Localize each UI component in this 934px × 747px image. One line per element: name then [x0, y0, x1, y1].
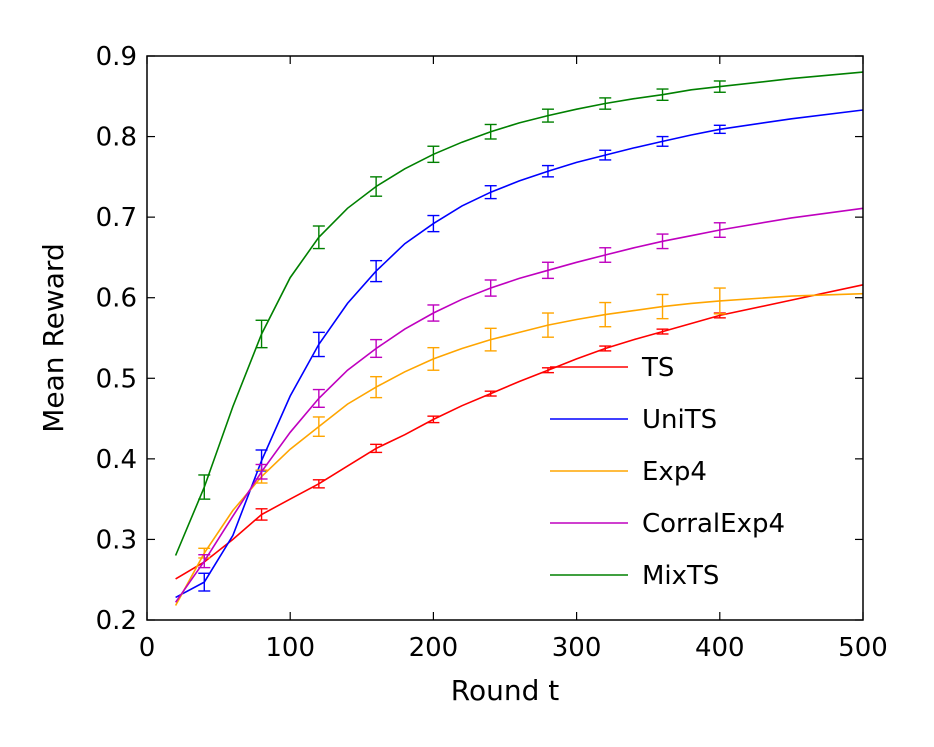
error-bar-units: [312, 331, 325, 358]
x-tick-label: 200: [409, 633, 459, 663]
error-bar-ts: [312, 479, 325, 489]
ticks-layer: 0 100 200 300 400 500 0.2 0.3 0.4 0.5 0.6 0.7 0.8 0.9: [96, 42, 888, 663]
error-bar-exp4: [541, 312, 554, 338]
error-bar-corralexp4: [255, 463, 268, 480]
legend-entry-ts: TS: [550, 353, 674, 383]
error-bar-ts: [484, 390, 497, 397]
legend-label: TS: [641, 353, 674, 383]
error-bar-mixts: [599, 97, 612, 110]
error-bar-mixts: [484, 123, 497, 140]
error-bar-ts: [255, 508, 268, 521]
y-tick-label: 0.7: [96, 203, 137, 233]
series-line-units: [175, 109, 864, 599]
error-bar-exp4: [427, 346, 440, 371]
series-layer: [174, 71, 864, 606]
y-tick-label: 0.9: [96, 42, 137, 72]
plot-frame: [146, 55, 864, 621]
error-bar-mixts: [198, 474, 211, 500]
error-bar-ts: [599, 345, 612, 352]
y-tick-label: 0.5: [96, 364, 137, 394]
y-tick-label: 0.2: [96, 606, 137, 636]
error-bar-units: [599, 149, 612, 161]
error-bar-corralexp4: [427, 304, 440, 322]
error-bar-units: [656, 135, 669, 147]
legend-label: UniTS: [642, 405, 717, 435]
error-bar-mixts: [312, 225, 325, 250]
error-bar-units: [484, 185, 497, 200]
error-bar-units: [198, 572, 211, 592]
error-bar-exp4: [370, 375, 383, 399]
error-bar-mixts: [255, 319, 268, 349]
error-bar-exp4: [312, 416, 325, 437]
legend-entry-exp4: Exp4: [550, 457, 707, 487]
y-axis-label: Mean Reward: [37, 243, 70, 432]
x-axis-label: Round t: [451, 674, 559, 707]
series-line-mixts: [174, 71, 864, 556]
error-bar-exp4: [484, 327, 497, 352]
error-bar-corralexp4: [541, 261, 554, 280]
error-bar-mixts: [427, 145, 440, 164]
legend-entry-mixts: MixTS: [550, 561, 719, 591]
legend-label: CorralExp4: [642, 509, 785, 539]
error-bar-exp4: [713, 287, 726, 315]
error-bar-corralexp4: [370, 338, 383, 359]
legend-label: MixTS: [642, 561, 719, 591]
error-bar-ts: [656, 328, 669, 335]
error-bar-corralexp4: [599, 247, 612, 263]
x-tick-label: 500: [838, 633, 888, 663]
y-tick-label: 0.4: [96, 445, 137, 475]
legend-entry-corralexp4: CorralExp4: [550, 509, 785, 539]
error-bar-corralexp4: [713, 222, 726, 238]
error-bar-exp4: [656, 293, 669, 320]
legend-entry-units: UniTS: [550, 405, 717, 435]
error-bar-units: [427, 214, 440, 233]
error-bar-ts: [370, 443, 383, 454]
y-tick-label: 0.8: [96, 123, 137, 153]
error-bar-mixts: [656, 88, 669, 102]
x-tick-label: 0: [139, 633, 156, 663]
x-tick-label: 100: [265, 633, 315, 663]
error-bar-units: [713, 124, 726, 135]
error-bar-ts: [427, 415, 440, 424]
legend: TS UniTS Exp4 CorralExp4 MixTS: [550, 353, 785, 591]
error-bar-units: [541, 164, 554, 178]
x-tick-label: 400: [695, 633, 745, 663]
error-bar-mixts: [713, 80, 726, 93]
error-bar-corralexp4: [312, 388, 325, 408]
error-bar-corralexp4: [198, 554, 211, 569]
error-bar-units: [370, 259, 383, 283]
error-bar-corralexp4: [484, 279, 497, 297]
x-tick-label: 300: [552, 633, 602, 663]
series-line-corralexp4: [174, 207, 864, 603]
error-bar-mixts: [370, 176, 383, 197]
error-bar-corralexp4: [656, 233, 669, 250]
series-line-exp4: [174, 292, 864, 606]
y-tick-label: 0.3: [96, 525, 137, 555]
error-bar-exp4: [599, 301, 612, 328]
error-bar-ts: [541, 367, 554, 374]
y-tick-label: 0.6: [96, 284, 137, 314]
series-line-ts: [175, 284, 864, 580]
legend-label: Exp4: [642, 457, 707, 487]
error-bar-mixts: [541, 108, 554, 123]
